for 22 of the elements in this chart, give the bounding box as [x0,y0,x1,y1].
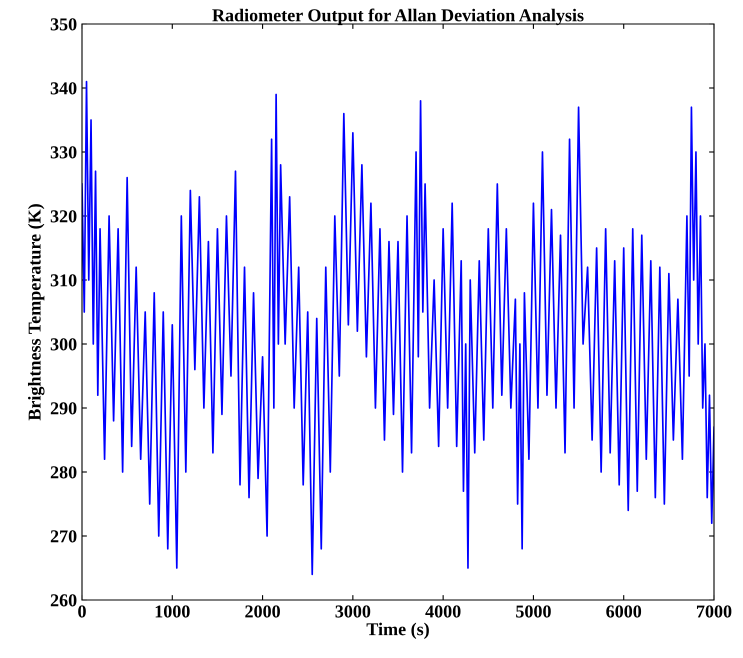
y-tick-label: 350 [50,18,76,30]
y-axis-title: Brightness Temperature (K) [28,204,44,420]
y-tick-label: 330 [50,146,76,158]
x-tick-label: 4000 [425,605,461,618]
y-tick-label: 280 [50,466,76,478]
x-tick-label: 5000 [516,605,551,618]
y-tick-label: 340 [50,82,76,94]
x-axis-title: Time (s) [366,622,429,639]
y-tick-label: 260 [50,594,76,606]
x-tick-label: 2000 [245,605,280,618]
x-tick-label: 3000 [335,605,370,618]
x-tick-label: 6000 [606,605,642,618]
x-tick-label: 1000 [156,605,190,618]
x-tick-label: 0 [78,605,86,618]
y-tick-label: 310 [50,274,76,286]
x-tick-label: 7000 [696,605,732,618]
y-tick-label: 270 [50,530,76,542]
y-tick-label: 290 [50,402,76,414]
chart-title: Radiometer Output for Allan Deviation Analysis [212,8,584,26]
line-series [82,80,714,576]
y-tick-label: 320 [50,210,76,222]
y-tick-label: 300 [50,338,76,350]
